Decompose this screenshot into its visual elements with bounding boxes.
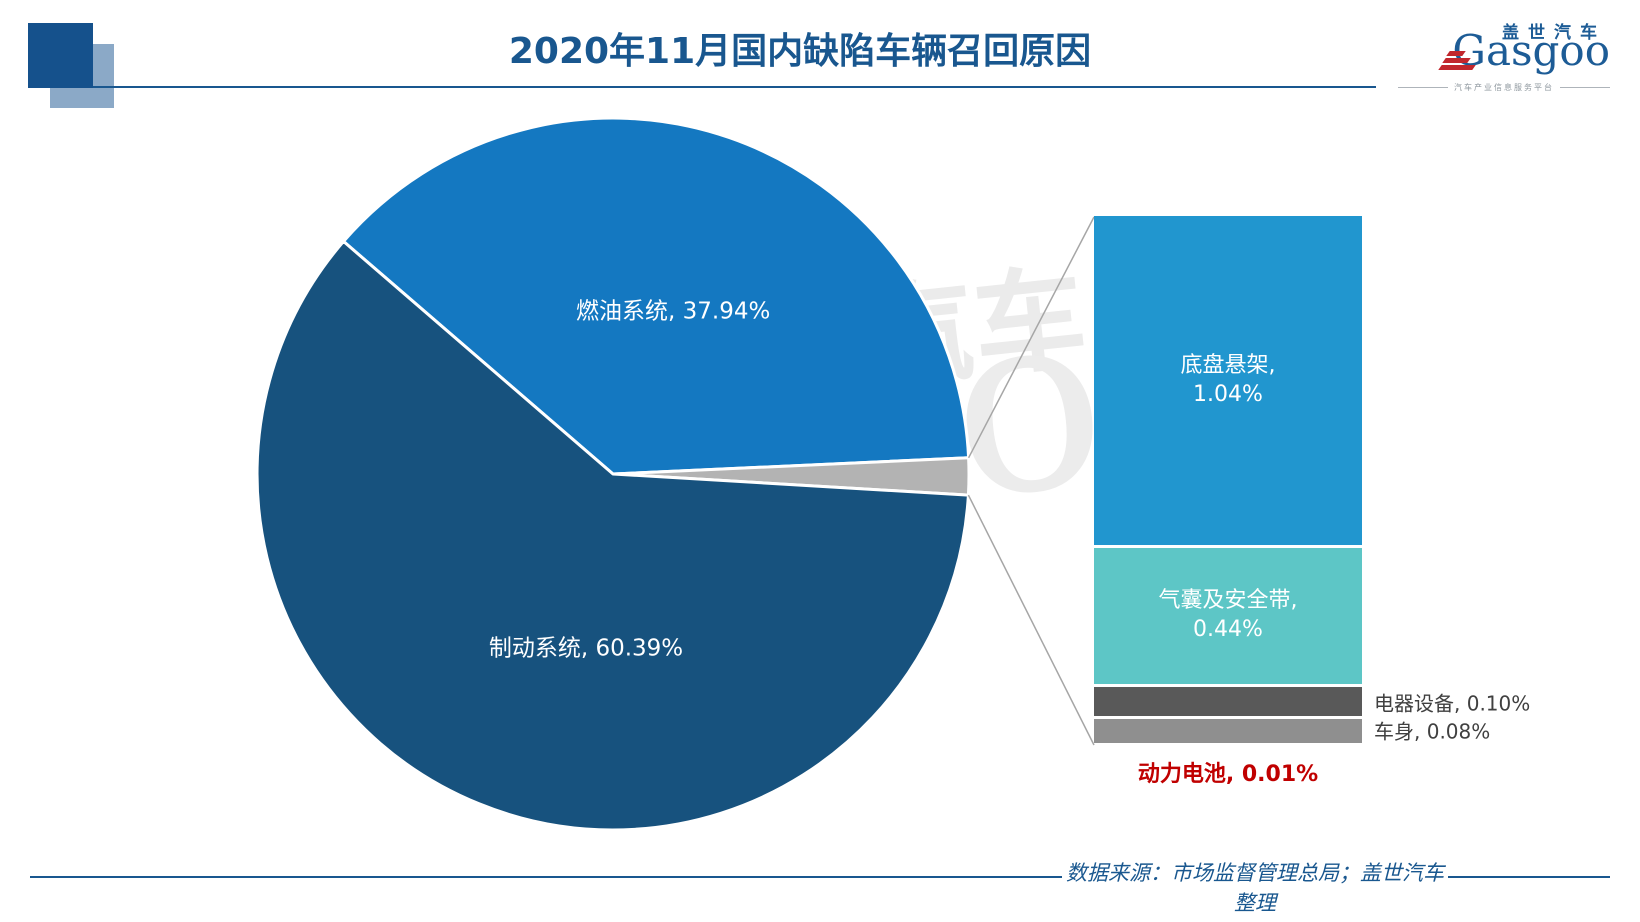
bar-segment-label: 底盘悬架, 1.04%: [1180, 353, 1276, 408]
bar-segment-label: 电器设备, 0.10%: [1374, 691, 1531, 716]
bar-divider: [1094, 715, 1362, 719]
tagline-rule-right: [1560, 87, 1610, 88]
pie-slice-label: 制动系统, 60.39%: [489, 635, 683, 661]
logo-en-text: Gasgoo: [1452, 26, 1610, 75]
pie-slice-3: [255, 239, 970, 832]
bar-segment-3: [1094, 685, 1362, 718]
logo-cn-text: 盖世汽车: [1502, 23, 1606, 43]
pie-slice-label: 燃油系统, 37.94%: [576, 298, 770, 324]
logo-stripe-icon: [1442, 58, 1472, 63]
bar-segment-label: 气囊及安全带, 0.44%: [1158, 588, 1298, 642]
bar-divider: [1094, 544, 1362, 548]
leader-line-bottom: [967, 494, 1095, 746]
bar-segment-4: [1094, 717, 1362, 743]
footer-rule-left: [30, 876, 1062, 878]
logo-tagline: 汽车产业信息服务平台: [1398, 82, 1610, 93]
bar-segment-label: 车身, 0.08%: [1374, 719, 1491, 744]
decor-square-dark: [28, 23, 93, 88]
leader-line-top: [967, 216, 1095, 459]
header-rule: [28, 86, 1376, 88]
bar-segment-1: 底盘悬架, 1.04%: [1094, 216, 1362, 547]
page-title: 2020年11月国内缺陷车辆召回原因: [508, 31, 1092, 72]
tagline-rule-left: [1398, 87, 1448, 88]
bar-segment-label-below: 动力电池, 0.01%: [1137, 762, 1319, 787]
logo-stripe-icon: [1438, 65, 1477, 70]
bar-segment-2: 气囊及安全带, 0.44%: [1094, 546, 1362, 686]
bar-divider: [1094, 684, 1362, 688]
logo-tagline-text: 汽车产业信息服务平台: [1454, 83, 1554, 92]
gasgoo-logo: 盖世汽车 Gasgoo 汽车产业信息服务平台: [1390, 18, 1610, 96]
pie-slice-1: [342, 116, 971, 476]
footer-rule-right: [1448, 876, 1610, 878]
logo-wordmark: Gasgoo: [1438, 30, 1610, 72]
source-note: 数据来源：市场监督管理总局；盖世汽车整理: [1066, 861, 1444, 915]
